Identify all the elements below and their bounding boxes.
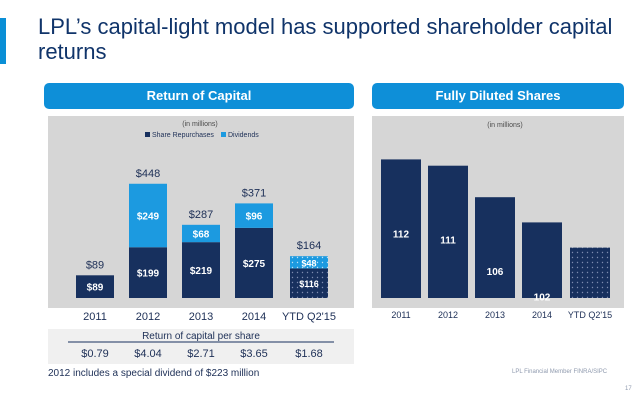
total-label-2013: $287 xyxy=(189,209,213,221)
data-label-dividends-ytd-q2-15: $48 xyxy=(301,258,316,268)
slide-title: LPL’s capital-light model has supported … xyxy=(38,14,613,64)
per-share-header: Return of capital per share xyxy=(142,331,260,342)
x-tick-left-2012: 2012 xyxy=(136,311,160,323)
bar-share-repurchases-2013 xyxy=(182,242,220,298)
x-tick-right-2012: 2012 xyxy=(438,310,458,320)
bar-share-repurchases-2014 xyxy=(235,227,273,298)
title-accent-bar xyxy=(0,18,6,64)
shares-bar-2012 xyxy=(428,165,468,298)
legend-swatch-share-repurchases xyxy=(145,132,150,137)
legend-swatch-dividends xyxy=(221,132,226,137)
shares-label-2012: 111 xyxy=(440,236,456,247)
shares-bar-2013 xyxy=(475,197,515,298)
shares-label-2014: 102 xyxy=(534,292,551,303)
per-share-value-2012: $4.04 xyxy=(134,348,162,360)
shares-bar-2014 xyxy=(522,222,562,298)
per-share-value-2013: $2.71 xyxy=(187,348,215,360)
return-of-capital-subtitle: (in millions) xyxy=(182,121,217,128)
data-label-dividends-2013: $68 xyxy=(193,229,210,240)
per-share-value-ytd-q2-15: $1.68 xyxy=(295,348,323,360)
bar-share-repurchases-2011 xyxy=(76,275,114,298)
shares-label-2011: 112 xyxy=(393,229,410,240)
data-label-share-repurchases-2012: $199 xyxy=(137,269,160,280)
per-share-value-2014: $3.65 xyxy=(240,348,268,360)
shares-label-ytd-q2-15: 98 xyxy=(584,318,596,329)
total-label-2012: $448 xyxy=(136,168,160,180)
footnote: 2012 includes a special dividend of $223… xyxy=(48,368,260,379)
bar-dividends-2014 xyxy=(235,203,273,228)
bar-dividends-2013 xyxy=(182,224,220,243)
x-tick-right-ytd-q2-15: YTD Q2'15 xyxy=(568,310,612,320)
bar-share-repurchases-2012 xyxy=(129,247,167,298)
x-tick-left-2014: 2014 xyxy=(242,311,266,323)
per-share-value-2011: $0.79 xyxy=(81,348,109,360)
x-tick-left-ytd-q2-15: YTD Q2'15 xyxy=(282,311,336,323)
x-tick-right-2014: 2014 xyxy=(532,310,552,320)
legend-label-share-repurchases: Share Repurchases xyxy=(152,132,214,139)
data-label-share-repurchases-2013: $219 xyxy=(190,266,213,277)
x-tick-right-2013: 2013 xyxy=(485,310,505,320)
legal-disclaimer: LPL Financial Member FINRA/SIPC xyxy=(512,369,608,375)
fully-diluted-shares-header: Fully Diluted Shares xyxy=(372,83,624,109)
data-label-share-repurchases-2011: $89 xyxy=(87,283,104,294)
data-label-share-repurchases-ytd-q2-15: $116 xyxy=(299,279,319,289)
per-share-table-bg xyxy=(48,329,354,364)
fully-diluted-subtitle: (in millions) xyxy=(487,122,522,129)
shares-bar-ytd-q2-15 xyxy=(570,247,610,298)
page-number: 17 xyxy=(625,386,632,392)
bar-dividends-ytd-q2-15 xyxy=(290,256,328,269)
bar-share-repurchases-ytd-q2-15 xyxy=(290,268,328,298)
total-label-ytd-q2-15: $164 xyxy=(297,240,321,252)
data-label-dividends-2012: $249 xyxy=(137,212,160,223)
data-label-share-repurchases-2014: $275 xyxy=(243,259,266,270)
total-label-2011: $89 xyxy=(86,259,104,271)
x-tick-right-2011: 2011 xyxy=(391,310,410,320)
total-label-2014: $371 xyxy=(242,187,266,199)
bar-dividends-2012 xyxy=(129,183,167,248)
shares-bar-2011 xyxy=(381,159,421,298)
data-label-dividends-2014: $96 xyxy=(246,212,263,223)
x-tick-left-2011: 2011 xyxy=(83,311,107,323)
return-of-capital-header: Return of Capital xyxy=(44,83,354,109)
legend-label-dividends: Dividends xyxy=(228,132,259,139)
x-tick-left-2013: 2013 xyxy=(189,311,213,323)
shares-label-2013: 106 xyxy=(487,267,504,278)
